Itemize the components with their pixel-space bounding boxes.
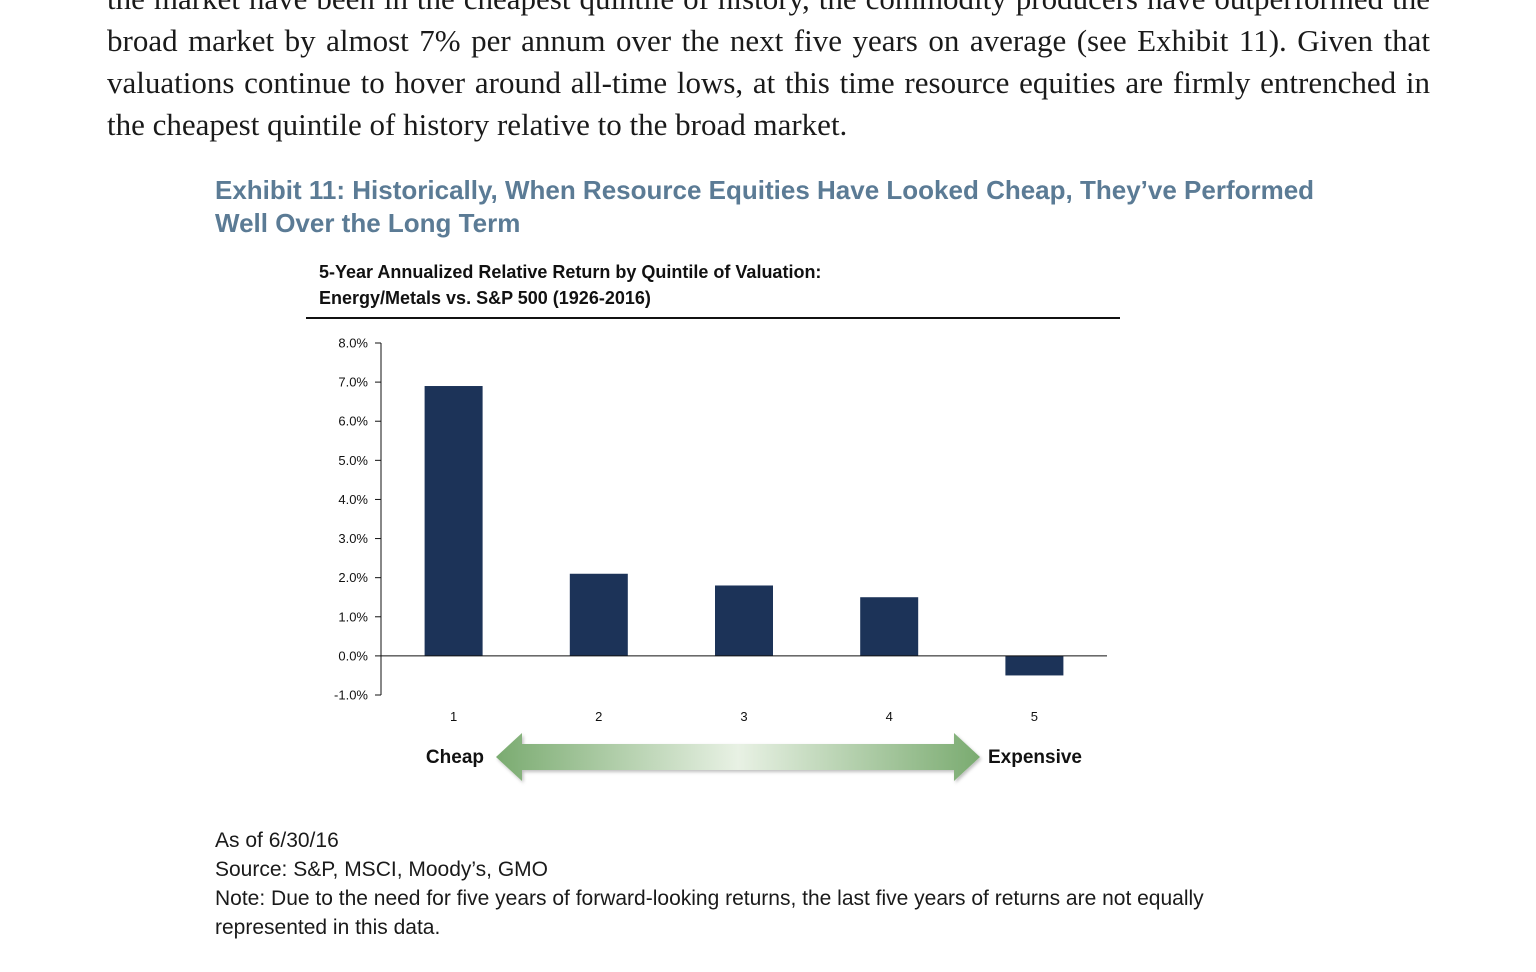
cheap-expensive-arrow [496,733,980,781]
bars [424,386,1064,676]
as-of-date: As of 6/30/16 [215,829,339,852]
bar-quintile-5 [1005,655,1064,676]
bar-quintile-1 [424,386,483,656]
x-tick-label: 2 [595,709,602,724]
source-note: Source: S&P, MSCI, Moody’s, GMO [215,858,549,881]
chart-title-line-1: 5-Year Annualized Relative Return by Qui… [319,262,822,282]
y-tick-label: 3.0% [338,531,368,546]
y-tick-label: -1.0% [334,688,368,703]
y-tick-label: 2.0% [338,570,368,585]
chart-title: 5-Year Annualized Relative Return by Qui… [319,259,1119,311]
y-tick-label: 7.0% [338,375,368,390]
valuation-scale: Cheap Expensive [426,733,1082,781]
y-tick-label: 0.0% [338,648,368,663]
bar-quintile-3 [715,585,773,656]
bar-quintile-4 [860,597,919,656]
footnote: Note: Due to the need for five years of … [215,887,1204,939]
bar-quintile-2 [569,573,628,656]
y-tick-label: 1.0% [338,609,368,624]
exhibit-notes: As of 6/30/16 Source: S&P, MSCI, Moody’s… [215,826,1315,942]
x-tick-label: 5 [1031,709,1038,724]
chart-title-line-2: Energy/Metals vs. S&P 500 (1926-2016) [319,288,651,308]
y-axis: 8.0% 7.0% 6.0% 5.0% 4.0% 3.0% 2.0% 1.0% 0.0% -1.0… [334,336,382,703]
x-axis: 1 2 3 4 5 [381,655,1107,724]
x-tick-label: 3 [740,709,747,724]
y-tick-label: 4.0% [338,492,368,507]
scale-right-label: Expensive [988,747,1082,768]
y-tick-label: 5.0% [338,453,368,468]
x-tick-label: 1 [450,709,457,724]
scale-left-label: Cheap [426,747,484,768]
y-tick-label: 6.0% [338,414,368,429]
exhibit-title: Exhibit 11: Historically, When Resource … [215,175,1315,238]
body-paragraph: the market have been in the cheapest qui… [107,0,1430,142]
y-tick-label: 8.0% [338,336,368,351]
x-tick-label: 4 [886,709,893,724]
